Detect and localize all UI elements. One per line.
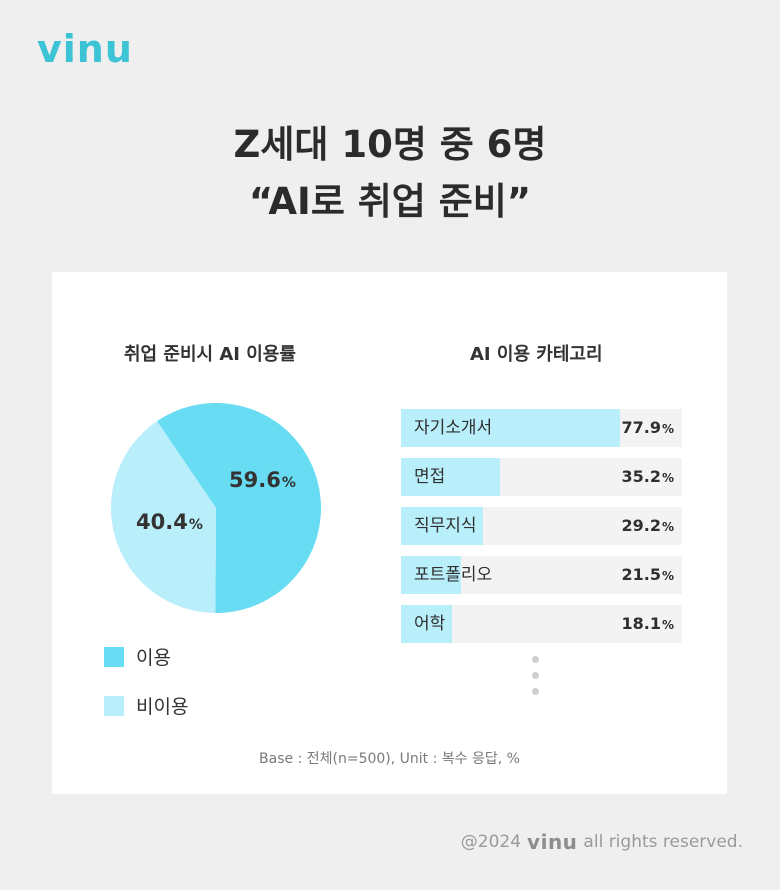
pie-label-use: 59.6% (229, 468, 296, 492)
bar-row: 포트폴리오 21.5% (401, 556, 682, 594)
more-indicator-dot (532, 688, 539, 695)
pie-chart-title: 취업 준비시 AI 이용률 (124, 344, 296, 365)
copyright-text: all rights reserved. (583, 832, 743, 852)
legend-label-use: 이용 (136, 647, 171, 669)
bar-chart-title: AI 이용 카테고리 (470, 344, 603, 365)
bar-value-unit: % (661, 471, 674, 485)
bar-value-number: 18.1 (621, 614, 661, 633)
more-indicator-dot (532, 672, 539, 679)
legend-swatch-nonuse (104, 695, 124, 716)
bar-value-number: 29.2 (621, 516, 661, 535)
bar-category-label: 직무지식 (414, 516, 477, 536)
bar-value-unit: % (661, 422, 674, 436)
bar-row: 어학 18.1% (401, 605, 682, 643)
bar-row: 직무지식 29.2% (401, 507, 682, 545)
pie-value-nonuse: 40.4 (136, 510, 188, 534)
pie-unit-nonuse: % (188, 517, 203, 533)
legend-label-nonuse: 비이용 (136, 696, 189, 718)
bar-value-unit: % (661, 520, 674, 534)
bar-category-label: 포트폴리오 (414, 565, 493, 585)
headline-line-1: Z세대 10명 중 6명 (233, 123, 547, 166)
pie-slice-nonuse (111, 421, 216, 613)
bar-category-label: 자기소개서 (414, 418, 493, 438)
pie-label-nonuse: 40.4% (136, 510, 203, 534)
headline: Z세대 10명 중 6명 “AI로 취업 준비” (0, 116, 780, 230)
bar-value-label: 35.2% (621, 458, 674, 497)
bar-value-unit: % (661, 569, 674, 583)
legend-item-nonuse: 비이용 (104, 692, 188, 719)
pie-slice-use (156, 403, 321, 613)
brand-logo: vinu (37, 27, 133, 71)
bar-value-number: 21.5 (621, 565, 661, 584)
pie-chart (110, 402, 322, 614)
bar-value-number: 77.9 (621, 418, 661, 437)
bar (401, 556, 462, 594)
copyright-brand-logo: vinu (527, 830, 578, 854)
bar-category-label: 어학 (414, 614, 446, 634)
copyright: @2024 vinu all rights reserved. (461, 830, 743, 854)
chart-card: 취업 준비시 AI 이용률 AI 이용 카테고리 59.6% 40.4% 이용 … (52, 272, 727, 794)
bar (401, 458, 500, 496)
bar-value-unit: % (661, 618, 674, 632)
bar-row: 면접 35.2% (401, 458, 682, 496)
legend-item-use: 이용 (104, 643, 171, 670)
bar (401, 605, 452, 643)
bar-value-number: 35.2 (621, 467, 661, 486)
pie-chart-svg (111, 403, 321, 613)
bar (401, 409, 620, 447)
bar-value-label: 29.2% (621, 507, 674, 546)
copyright-year: @2024 (460, 832, 522, 852)
headline-line-2: “AI로 취업 준비” (248, 180, 532, 223)
bar (401, 507, 484, 545)
bar-category-label: 면접 (414, 467, 446, 487)
pie-value-use: 59.6 (229, 468, 281, 492)
bar-value-label: 18.1% (621, 605, 674, 644)
more-indicator-dot (532, 656, 539, 663)
bar-value-label: 77.9% (621, 409, 674, 448)
footnote: Base : 전체(n=500), Unit : 복수 응답, % (259, 751, 520, 767)
bar-value-label: 21.5% (621, 556, 674, 595)
bar-row: 자기소개서 77.9% (401, 409, 682, 447)
pie-unit-use: % (281, 475, 296, 491)
legend-swatch-use (104, 646, 124, 667)
